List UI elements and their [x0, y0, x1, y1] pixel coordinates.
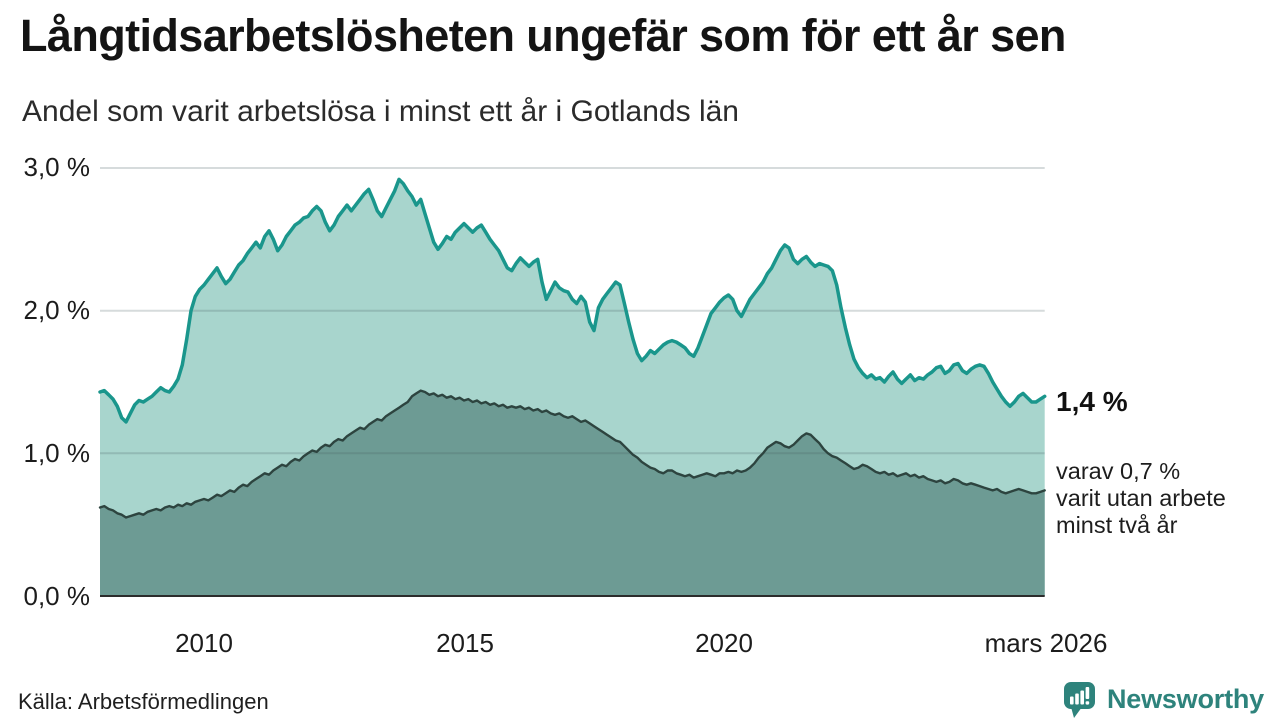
- series-1-area: [100, 390, 1045, 596]
- x-tick-label-2020: 2020: [695, 628, 753, 658]
- latest-detail-label: varav 0,7 % varit utan arbete minst två …: [1056, 458, 1226, 538]
- y-tick-label-2: 2,0 %: [23, 295, 91, 325]
- x-tick-label-mars-2026: mars 2026: [984, 628, 1108, 658]
- newsworthy-bubble-chart-icon: [1063, 682, 1095, 718]
- series-1-line: [98, 389, 1046, 519]
- y-tick-label-1: 1,0 %: [23, 438, 91, 468]
- chart-subtitle: Andel som varit arbetslösa i minst ett å…: [22, 95, 739, 128]
- newsworthy-logo[interactable]: Newsworthy: [1061, 680, 1264, 719]
- series-0-line: [98, 177, 1047, 424]
- page-title: Långtidsarbetslösheten ungefär som för e…: [20, 10, 1066, 61]
- y-tick-label-0: 0,0 %: [23, 581, 91, 611]
- x-tick-label-2015: 2015: [436, 628, 494, 658]
- gridlines: [100, 167, 1045, 455]
- brand-wordmark: Newsworthy: [1106, 684, 1264, 714]
- x-tick-label-2010: 2010: [175, 628, 233, 658]
- latest-value-label: 1,4 %: [1056, 386, 1128, 417]
- source-credit: Källa: Arbetsförmedlingen: [18, 689, 269, 714]
- y-tick-label-3: 3,0 %: [23, 152, 91, 182]
